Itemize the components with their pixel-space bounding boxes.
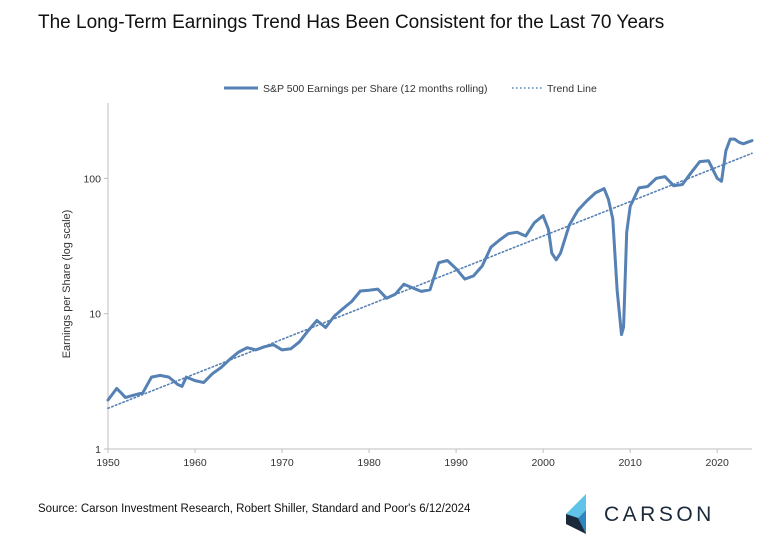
carson-logo-text: CARSON bbox=[604, 503, 715, 526]
y-axis-label: Earnings per Share (log scale) bbox=[61, 210, 73, 359]
source-note: Source: Carson Investment Research, Robe… bbox=[38, 503, 471, 515]
x-tick-label: 1960 bbox=[183, 457, 207, 469]
carson-logo-icon bbox=[566, 494, 586, 534]
y-tick-label: 10 bbox=[89, 309, 101, 321]
axes: 1950 1960 1970 1980 1990 2000 2010 2020 1 10 100 bbox=[83, 103, 752, 469]
trend-line bbox=[107, 152, 753, 410]
y-tick-label: 100 bbox=[83, 173, 101, 185]
y-tick-label: 1 bbox=[95, 444, 101, 456]
legend: S&P 500 Earnings per Share (12 months ro… bbox=[224, 83, 597, 95]
chart-title: The Long-Term Earnings Trend Has Been Co… bbox=[38, 12, 665, 33]
x-tick-label: 2020 bbox=[706, 457, 730, 469]
x-tick-label: 1980 bbox=[357, 457, 381, 469]
x-tick-label: 1990 bbox=[444, 457, 468, 469]
eps-series-line bbox=[106, 137, 754, 402]
legend-label: S&P 500 Earnings per Share (12 months ro… bbox=[263, 83, 488, 95]
x-tick-label: 1970 bbox=[270, 457, 294, 469]
x-tick-label: 2000 bbox=[531, 457, 555, 469]
series-lines bbox=[106, 137, 754, 410]
x-tick-label: 1950 bbox=[96, 457, 120, 469]
x-tick-label: 2010 bbox=[618, 457, 642, 469]
legend-label: Trend Line bbox=[547, 83, 597, 95]
chart-area: S&P 500 Earnings per Share (12 months ro… bbox=[61, 83, 754, 469]
